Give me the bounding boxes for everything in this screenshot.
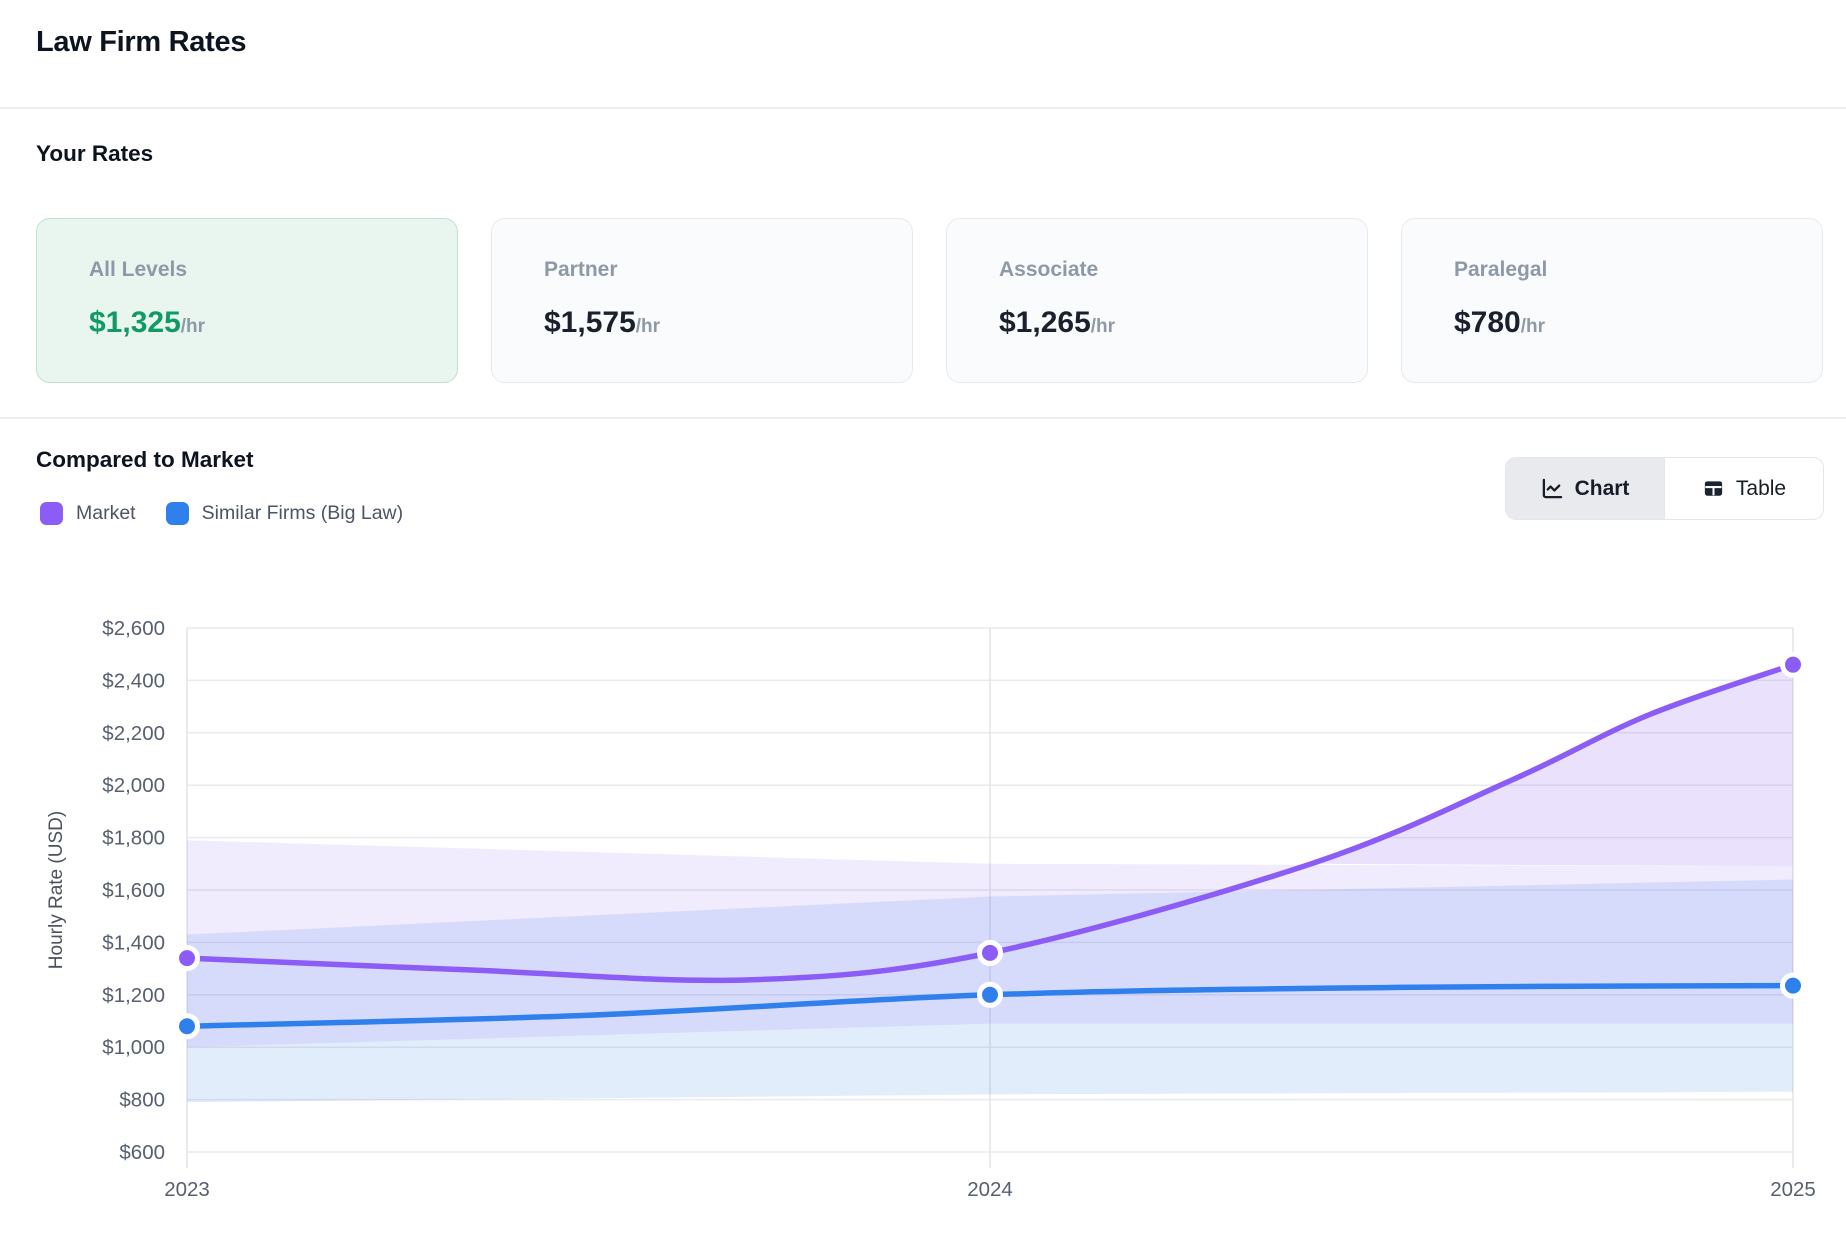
rate-card-label: Associate [999,258,1099,281]
table-view-button[interactable]: Table [1665,458,1823,519]
market-legend-label: Market [76,502,136,524]
market-line [184,661,1796,984]
y-axis-tick-label: $1,400 [102,931,165,954]
y-axis-tick-label: $1,200 [102,984,165,1007]
rate-card-label: All Levels [89,258,188,281]
y-axis-tick-label: $2,000 [102,774,165,797]
compared-to-market-heading: Compared to Market [36,447,254,472]
rates-chart[interactable]: $600 $800 $1,000 $1,200 $1,400 $1,600 $1,800 $2… [0,530,1846,1242]
chart-view-button[interactable]: Chart [1506,458,1665,519]
page-title: Law Firm Rates [36,26,247,58]
rate-card-label: Paralegal [1454,258,1548,281]
chart-line-icon [1542,478,1562,499]
table-icon [1704,481,1723,496]
rate-suffix: /hr [180,316,206,338]
y-axis-tick-label: $1,600 [102,879,165,902]
rate-amount: $1,575 [544,306,636,340]
y-axis-tick-label: $2,200 [102,722,165,745]
similar-firms-point[interactable] [1780,972,1806,999]
similar-firms-point[interactable] [977,981,1003,1008]
legend-item-market[interactable]: Market [40,502,136,525]
rate-card-value: $1,575/hr [544,306,912,339]
y-axis-tick-label: $800 [119,1089,165,1112]
x-axis-tick-label: 2023 [164,1178,210,1201]
y-axis-tick-label: $2,600 [102,617,165,640]
x-axis-tick-label: 2025 [1770,1178,1816,1201]
legend-item-similar-firms[interactable]: Similar Firms (Big Law) [165,502,404,525]
rate-suffix: /hr [1520,316,1546,338]
rate-card-associate[interactable]: Associate $1,265/hr [946,218,1368,383]
similar-firms-point[interactable] [174,1013,200,1040]
market-point[interactable] [174,945,200,972]
y-axis-label: Hourly Rate (USD) [46,811,67,969]
market-point[interactable] [977,939,1003,966]
y-axis-tick-label: $600 [119,1141,165,1164]
rate-amount: $780 [1454,306,1521,340]
similar-firms-legend-swatch [165,502,189,525]
section-divider [0,417,1846,419]
table-view-label: Table [1735,476,1787,500]
rate-card-value: $1,325/hr [89,306,457,339]
rate-card-label: Partner [544,258,618,281]
rate-card-value: $780/hr [1454,306,1822,339]
chart-view-label: Chart [1574,476,1630,500]
rate-card-all-levels[interactable]: All Levels $1,325/hr [36,218,458,383]
rate-card-partner[interactable]: Partner $1,575/hr [491,218,913,383]
header-divider [0,107,1846,109]
similar-firms-legend-label: Similar Firms (Big Law) [201,502,404,524]
chart-table-toggle: Chart Table [1505,457,1824,520]
your-rates-heading: Your Rates [36,141,154,166]
rates-chart-svg[interactable]: $600 $800 $1,000 $1,200 $1,400 $1,600 $1,800 $2… [0,530,1846,1242]
y-axis-tick-label: $2,400 [102,669,165,692]
rate-suffix: /hr [1090,316,1116,338]
y-axis-tick-label: $1,800 [102,827,165,850]
rate-card-value: $1,265/hr [999,306,1367,339]
market-point[interactable] [1780,651,1806,678]
rate-amount: $1,325 [89,306,181,340]
rate-cards: All Levels $1,325/hr Partner $1,575/hr A… [36,218,1823,383]
rate-amount: $1,265 [999,306,1091,340]
rate-card-paralegal[interactable]: Paralegal $780/hr [1401,218,1823,383]
rate-suffix: /hr [635,316,661,338]
x-axis-tick-label: 2024 [967,1178,1013,1201]
market-legend-swatch [40,502,63,525]
chart-legend: Market Similar Firms (Big Law) [40,502,403,525]
y-axis-tick-label: $1,000 [102,1036,165,1059]
